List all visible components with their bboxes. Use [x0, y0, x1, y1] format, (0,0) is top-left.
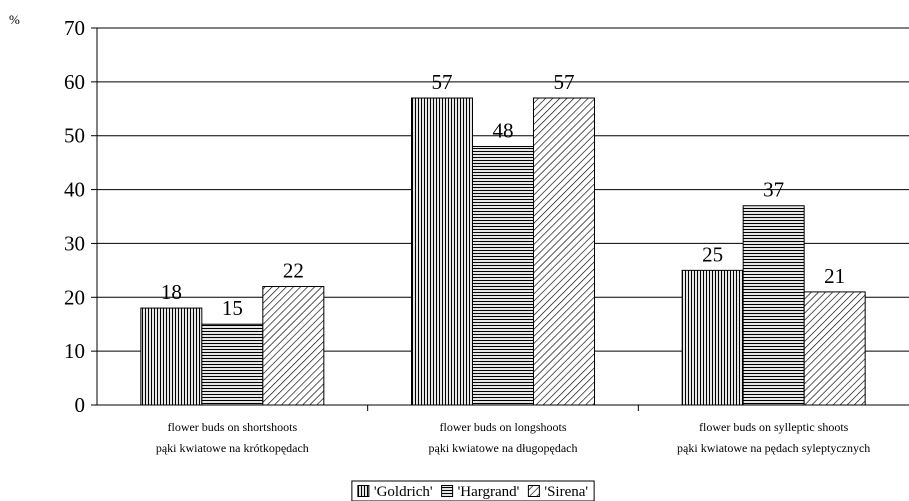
x-category-label: flower buds on shortshoots [167, 420, 297, 434]
data-label: 15 [222, 296, 243, 320]
bar-diagonal-1 [533, 97, 595, 406]
data-label: 25 [702, 242, 723, 266]
y-tick-label-10: 10 [64, 339, 85, 363]
data-label: 18 [161, 280, 182, 304]
bar-diagonal-0 [262, 286, 325, 406]
legend-label: 'Hargrand' [458, 484, 520, 500]
y-tick-label-50: 50 [64, 124, 85, 148]
x-category-label: flower buds on longshoots [440, 420, 567, 434]
bar-horizontal-0 [201, 323, 264, 406]
data-label: 37 [763, 178, 784, 202]
legend: 'Goldrich' 'Hargrand' 'Sirena' [351, 480, 595, 501]
bar-vertical-1 [411, 97, 473, 406]
legend-swatch-diagonal [527, 485, 540, 497]
x-category-label-secondary: pąki kwiatowe na pędach syleptycznych [677, 441, 870, 455]
x-category-label-secondary: pąki kwiatowe na długopędach [429, 441, 578, 455]
bar-vertical-0 [140, 307, 203, 406]
bar-vertical-2 [681, 269, 744, 406]
data-label: 57 [432, 70, 453, 94]
y-tick-label-20: 20 [64, 285, 85, 309]
data-label: 22 [283, 259, 304, 283]
y-tick-label-0: 0 [75, 393, 86, 417]
x-category-label: flower buds on sylleptic shoots [699, 420, 849, 434]
legend-swatch-vertical [357, 485, 370, 497]
legend-label: 'Goldrich' [374, 484, 433, 500]
y-tick-label-30: 30 [64, 231, 85, 255]
data-label: 48 [493, 118, 514, 142]
y-tick-label-40: 40 [64, 178, 85, 202]
bar-horizontal-2 [742, 205, 805, 406]
data-label: 21 [824, 264, 845, 288]
x-category-label-secondary: pąki kwiatowe na krótkopędach [156, 441, 309, 455]
labels: 18 15 22 flower buds on shortshoots pąki kwi… [156, 70, 870, 455]
legend-label: 'Sirena' [544, 484, 588, 500]
y-tick-label-60: 60 [64, 70, 85, 94]
y-tick-label-70: 70 [64, 16, 85, 40]
bar-horizontal-1 [472, 145, 534, 406]
data-label: 57 [554, 70, 575, 94]
bar-diagonal-2 [803, 291, 866, 406]
bars [140, 97, 866, 406]
y-unit-label: % [9, 12, 20, 27]
legend-swatch-horizontal [441, 485, 454, 497]
